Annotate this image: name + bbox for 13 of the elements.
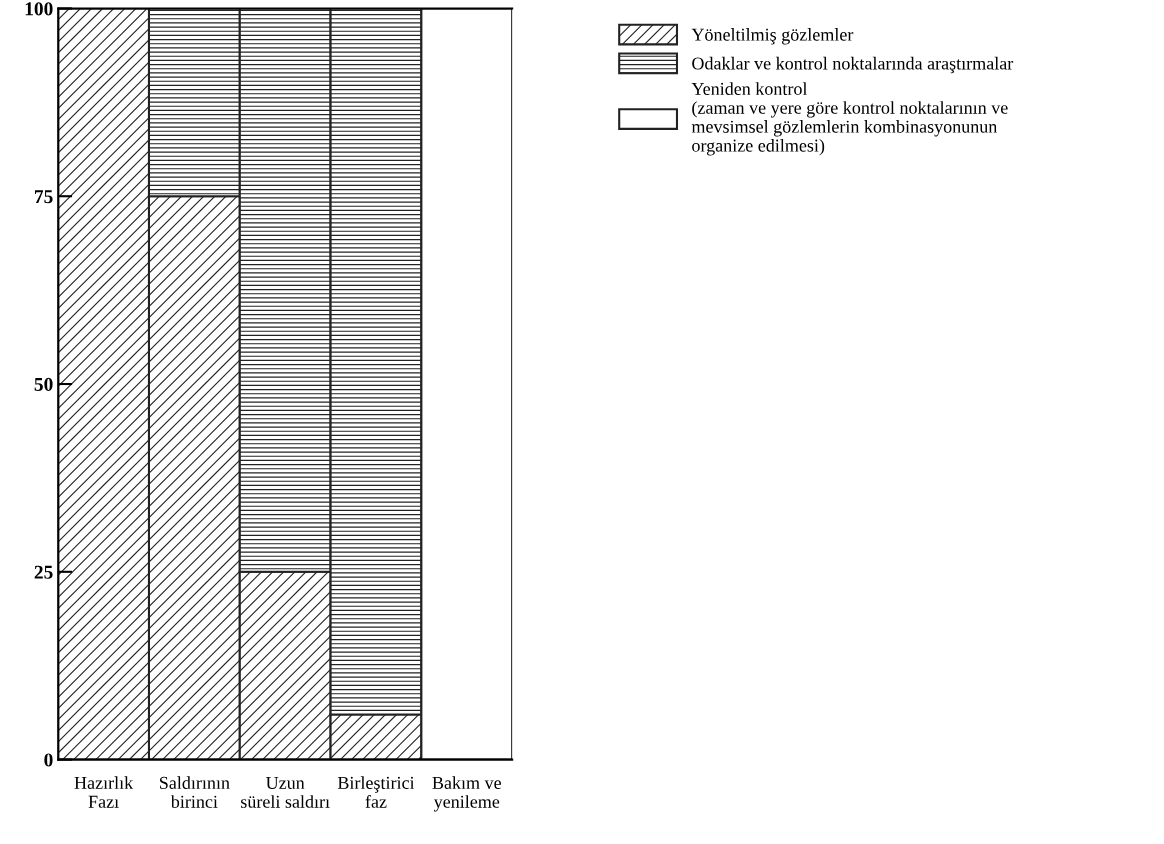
x-tick-label: Birleştirici faz (337, 776, 415, 808)
y-tick-label: 75 (35, 190, 53, 204)
legend-label: Odaklar ve kontrol noktalarında araştırmalar (692, 56, 1014, 74)
legend-label: Yöneltilmiş gözlemler (691, 28, 854, 45)
y-tick-label: 0 (44, 753, 53, 767)
x-tick-label: Uzun süreli saldırı (241, 776, 330, 808)
x-tick-label: Hazırlık Fazı (74, 776, 134, 808)
y-tick-label: 50 (34, 377, 53, 391)
y-tick-label: 100 (25, 2, 53, 16)
legend-label: Yeniden kontrol (zaman ve yere göre kontrol noktalarının ve mevsimsel gözlemlerin kombinasyonunun organize edilmesi) (691, 82, 1008, 156)
x-tick-label: Saldırının birinci (159, 776, 230, 808)
x-tick-label: Bakım ve yenileme (432, 776, 501, 812)
y-tick-label: 25 (34, 565, 53, 579)
